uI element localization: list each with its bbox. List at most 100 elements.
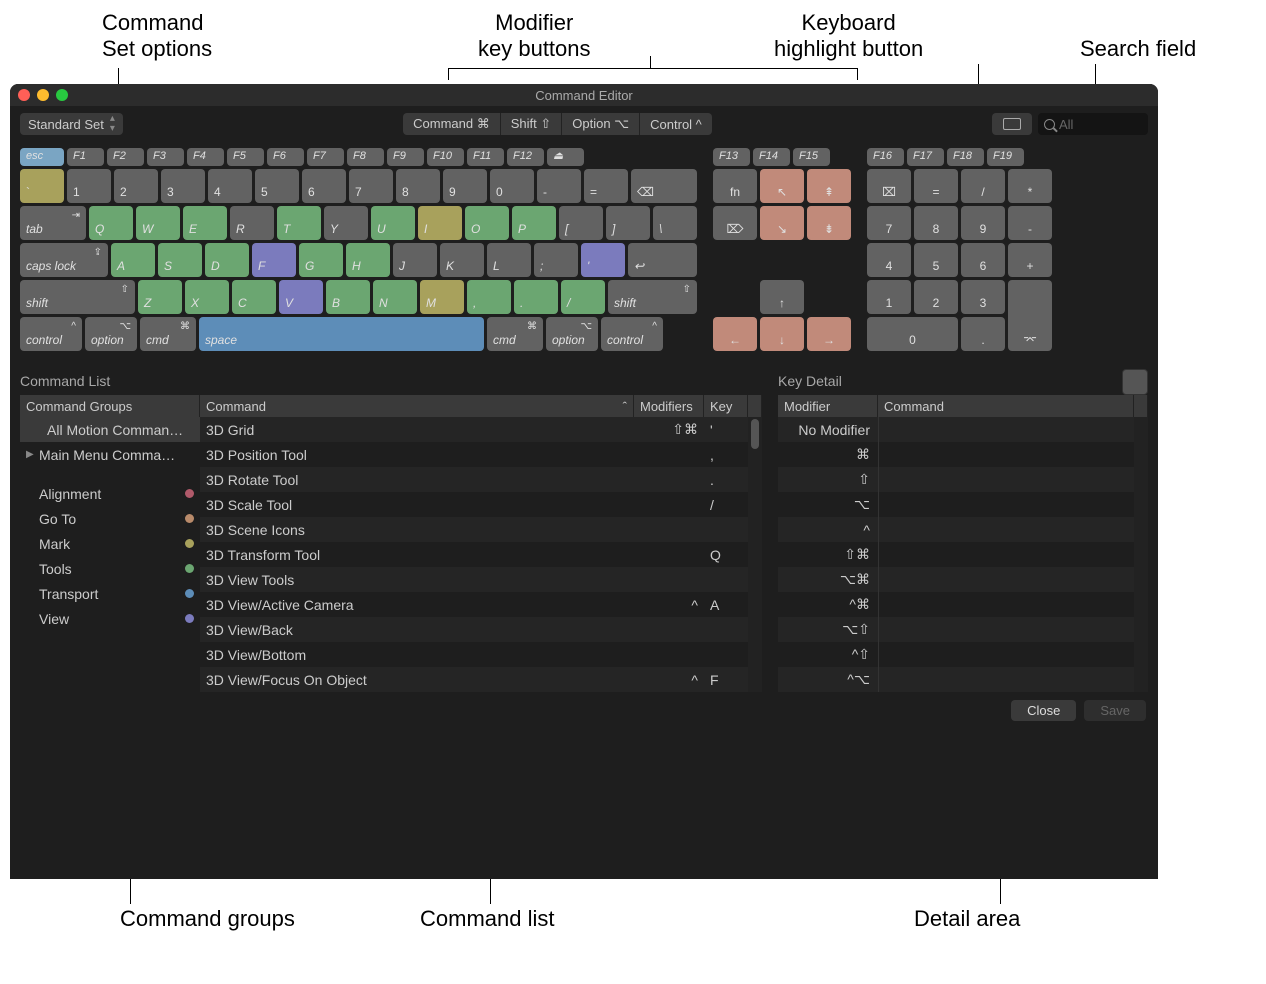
key-[interactable]: ← xyxy=(713,317,757,351)
key-8[interactable]: 8 xyxy=(396,169,440,203)
key-f6[interactable]: F6 xyxy=(267,148,304,166)
detail-command-row[interactable] xyxy=(879,542,1134,567)
key-8[interactable]: 8 xyxy=(914,206,958,240)
key-3[interactable]: 3 xyxy=(161,169,205,203)
th-modifiers[interactable]: Modifiers xyxy=(634,395,704,417)
detail-command-row[interactable] xyxy=(879,642,1134,667)
key-q[interactable]: Q xyxy=(89,206,133,240)
key-f12[interactable]: F12 xyxy=(507,148,544,166)
detail-modifier-row[interactable]: ⌘ xyxy=(778,442,878,467)
key-f14[interactable]: F14 xyxy=(753,148,790,166)
key-[interactable]: [ xyxy=(559,206,603,240)
key-[interactable]: ↖ xyxy=(760,169,804,203)
key-[interactable]: ⇟ xyxy=(807,206,851,240)
key-[interactable]: ⌦ xyxy=(713,206,757,240)
scrollbar[interactable] xyxy=(1134,417,1148,692)
key-[interactable]: \ xyxy=(653,206,697,240)
detail-modifier-row[interactable]: ^⇧ xyxy=(778,642,878,667)
detail-modifier-row[interactable]: ⌥⌘ xyxy=(778,567,878,592)
key-3[interactable]: 3 xyxy=(961,280,1005,314)
key-[interactable]: ↓ xyxy=(760,317,804,351)
command-row[interactable]: 3D View/Bottom xyxy=(200,642,748,667)
modifier-shift-button[interactable]: Shift ⇧ xyxy=(501,113,563,135)
detail-modifier-row[interactable]: No Modifier xyxy=(778,417,878,442)
key-g[interactable]: G xyxy=(299,243,343,277)
key-[interactable]: ` xyxy=(20,169,64,203)
key-6[interactable]: 6 xyxy=(961,243,1005,277)
scrollbar[interactable] xyxy=(748,417,762,692)
group-row[interactable]: Alignment xyxy=(20,481,200,506)
search-input[interactable]: All xyxy=(1038,113,1148,135)
key-f5[interactable]: F5 xyxy=(227,148,264,166)
key-n[interactable]: N xyxy=(373,280,417,314)
key-f9[interactable]: F9 xyxy=(387,148,424,166)
key-[interactable]: / xyxy=(561,280,605,314)
command-row[interactable]: 3D Transform ToolQ xyxy=(200,542,748,567)
key-r[interactable]: R xyxy=(230,206,274,240)
detail-modifier-row[interactable]: ^⌘ xyxy=(778,592,878,617)
keyboard-highlight-button[interactable] xyxy=(992,113,1032,135)
key-9[interactable]: 9 xyxy=(443,169,487,203)
key-p[interactable]: P xyxy=(512,206,556,240)
command-row[interactable]: 3D Scene Icons xyxy=(200,517,748,542)
key-[interactable]: . xyxy=(961,317,1005,351)
command-row[interactable]: 3D View Tools xyxy=(200,567,748,592)
detail-command-row[interactable] xyxy=(879,617,1134,642)
key-c[interactable]: C xyxy=(232,280,276,314)
key-j[interactable]: J xyxy=(393,243,437,277)
command-row[interactable]: 3D Position Tool, xyxy=(200,442,748,467)
detail-command-row[interactable] xyxy=(879,517,1134,542)
key-o[interactable]: O xyxy=(465,206,509,240)
key-[interactable]: = xyxy=(584,169,628,203)
command-row[interactable]: 3D View/Focus On Object^F xyxy=(200,667,748,692)
key-l[interactable]: L xyxy=(487,243,531,277)
key-[interactable]: ⏏ xyxy=(547,148,584,166)
detail-command-row[interactable] xyxy=(879,667,1134,692)
key-space[interactable]: space xyxy=(199,317,484,351)
key-v[interactable]: V xyxy=(279,280,323,314)
key-f16[interactable]: F16 xyxy=(867,148,904,166)
key-f1[interactable]: F1 xyxy=(67,148,104,166)
key-[interactable]: - xyxy=(1008,206,1052,240)
key-cmd[interactable]: ⌘cmd xyxy=(487,317,543,351)
detail-command-row[interactable] xyxy=(879,417,1134,442)
detail-command-row[interactable] xyxy=(879,442,1134,467)
key-s[interactable]: S xyxy=(158,243,202,277)
key-y[interactable]: Y xyxy=(324,206,368,240)
key-f10[interactable]: F10 xyxy=(427,148,464,166)
detail-command-row[interactable] xyxy=(879,492,1134,517)
key-[interactable]: ⌫ xyxy=(631,169,697,203)
group-row[interactable]: Transport xyxy=(20,581,200,606)
key-[interactable]: / xyxy=(961,169,1005,203)
key-9[interactable]: 9 xyxy=(961,206,1005,240)
key-7[interactable]: 7 xyxy=(867,206,911,240)
scrollbar-thumb[interactable] xyxy=(751,419,759,449)
detail-modifier-row[interactable]: ^ xyxy=(778,517,878,542)
key-cmd[interactable]: ⌘cmd xyxy=(140,317,196,351)
key-5[interactable]: 5 xyxy=(255,169,299,203)
color-well[interactable] xyxy=(1122,369,1148,395)
group-row[interactable]: Tools xyxy=(20,556,200,581)
key-f11[interactable]: F11 xyxy=(467,148,504,166)
key-f19[interactable]: F19 xyxy=(987,148,1024,166)
key-[interactable]: , xyxy=(467,280,511,314)
detail-modifier-row[interactable]: ⌥⇧ xyxy=(778,617,878,642)
key-option[interactable]: ⌥option xyxy=(85,317,137,351)
key-e[interactable]: E xyxy=(183,206,227,240)
detail-modifier-row[interactable]: ⇧⌘ xyxy=(778,542,878,567)
key-f2[interactable]: F2 xyxy=(107,148,144,166)
key-4[interactable]: 4 xyxy=(208,169,252,203)
key-fn[interactable]: fn xyxy=(713,169,757,203)
key-6[interactable]: 6 xyxy=(302,169,346,203)
key-[interactable]: → xyxy=(807,317,851,351)
key-k[interactable]: K xyxy=(440,243,484,277)
command-row[interactable]: 3D Scale Tool/ xyxy=(200,492,748,517)
key-t[interactable]: T xyxy=(277,206,321,240)
close-button[interactable]: Close xyxy=(1011,700,1076,721)
key-5[interactable]: 5 xyxy=(914,243,958,277)
save-button[interactable]: Save xyxy=(1084,700,1146,721)
key-[interactable]: = xyxy=(914,169,958,203)
detail-modifier-row[interactable]: ⌥ xyxy=(778,492,878,517)
key-h[interactable]: H xyxy=(346,243,390,277)
key-[interactable]: ⌤ xyxy=(1008,280,1052,351)
